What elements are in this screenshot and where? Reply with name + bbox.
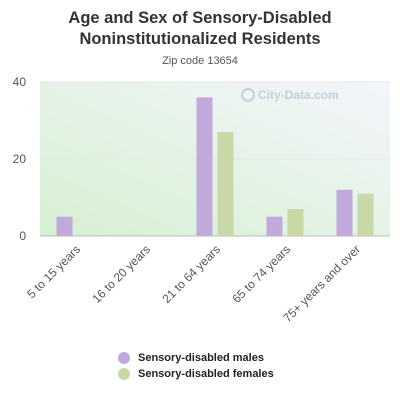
watermark-text: City-Data.com: [258, 88, 339, 102]
x-tick-label: 65 to 74 years: [229, 242, 293, 306]
x-tick-label: 75+ years and over: [280, 242, 363, 325]
x-tick-label: 5 to 15 years: [24, 242, 83, 301]
x-tick-label: 21 to 64 years: [159, 242, 223, 306]
x-tick-label: 16 to 20 years: [89, 242, 153, 306]
bar-males: [56, 216, 73, 236]
chart-title-line-1: Age and Sex of Sensory-Disabled: [68, 9, 332, 27]
legend-swatch-males: [118, 352, 130, 364]
bar-males: [336, 189, 353, 236]
legend-swatch-females: [118, 368, 130, 380]
watermark: City-Data.com: [241, 88, 339, 102]
chart-title: Age and Sex of Sensory-Disabled Noninsti…: [0, 8, 400, 50]
bar-females: [287, 209, 304, 236]
chart-subtitle: Zip code 13654: [162, 55, 238, 67]
legend-label-males: Sensory-disabled males: [138, 352, 264, 364]
chart-title-line-2: Noninstitutionalized Residents: [79, 30, 321, 48]
bar-females: [357, 193, 374, 236]
bar-males: [266, 216, 283, 236]
legend-item-females: Sensory-disabled females: [118, 366, 274, 382]
legend-label-females: Sensory-disabled females: [138, 368, 274, 380]
legend: Sensory-disabled males Sensory-disabled …: [118, 350, 274, 382]
y-tick-label: 20: [13, 152, 27, 166]
legend-item-males: Sensory-disabled males: [118, 350, 274, 366]
bar-females: [217, 132, 234, 236]
watermark-icon: [241, 88, 255, 102]
y-tick-label: 0: [19, 229, 26, 243]
bar-males: [196, 97, 213, 237]
y-tick-label: 40: [13, 75, 27, 89]
